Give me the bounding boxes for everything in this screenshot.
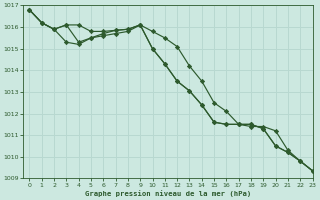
X-axis label: Graphe pression niveau de la mer (hPa): Graphe pression niveau de la mer (hPa) (85, 190, 251, 197)
